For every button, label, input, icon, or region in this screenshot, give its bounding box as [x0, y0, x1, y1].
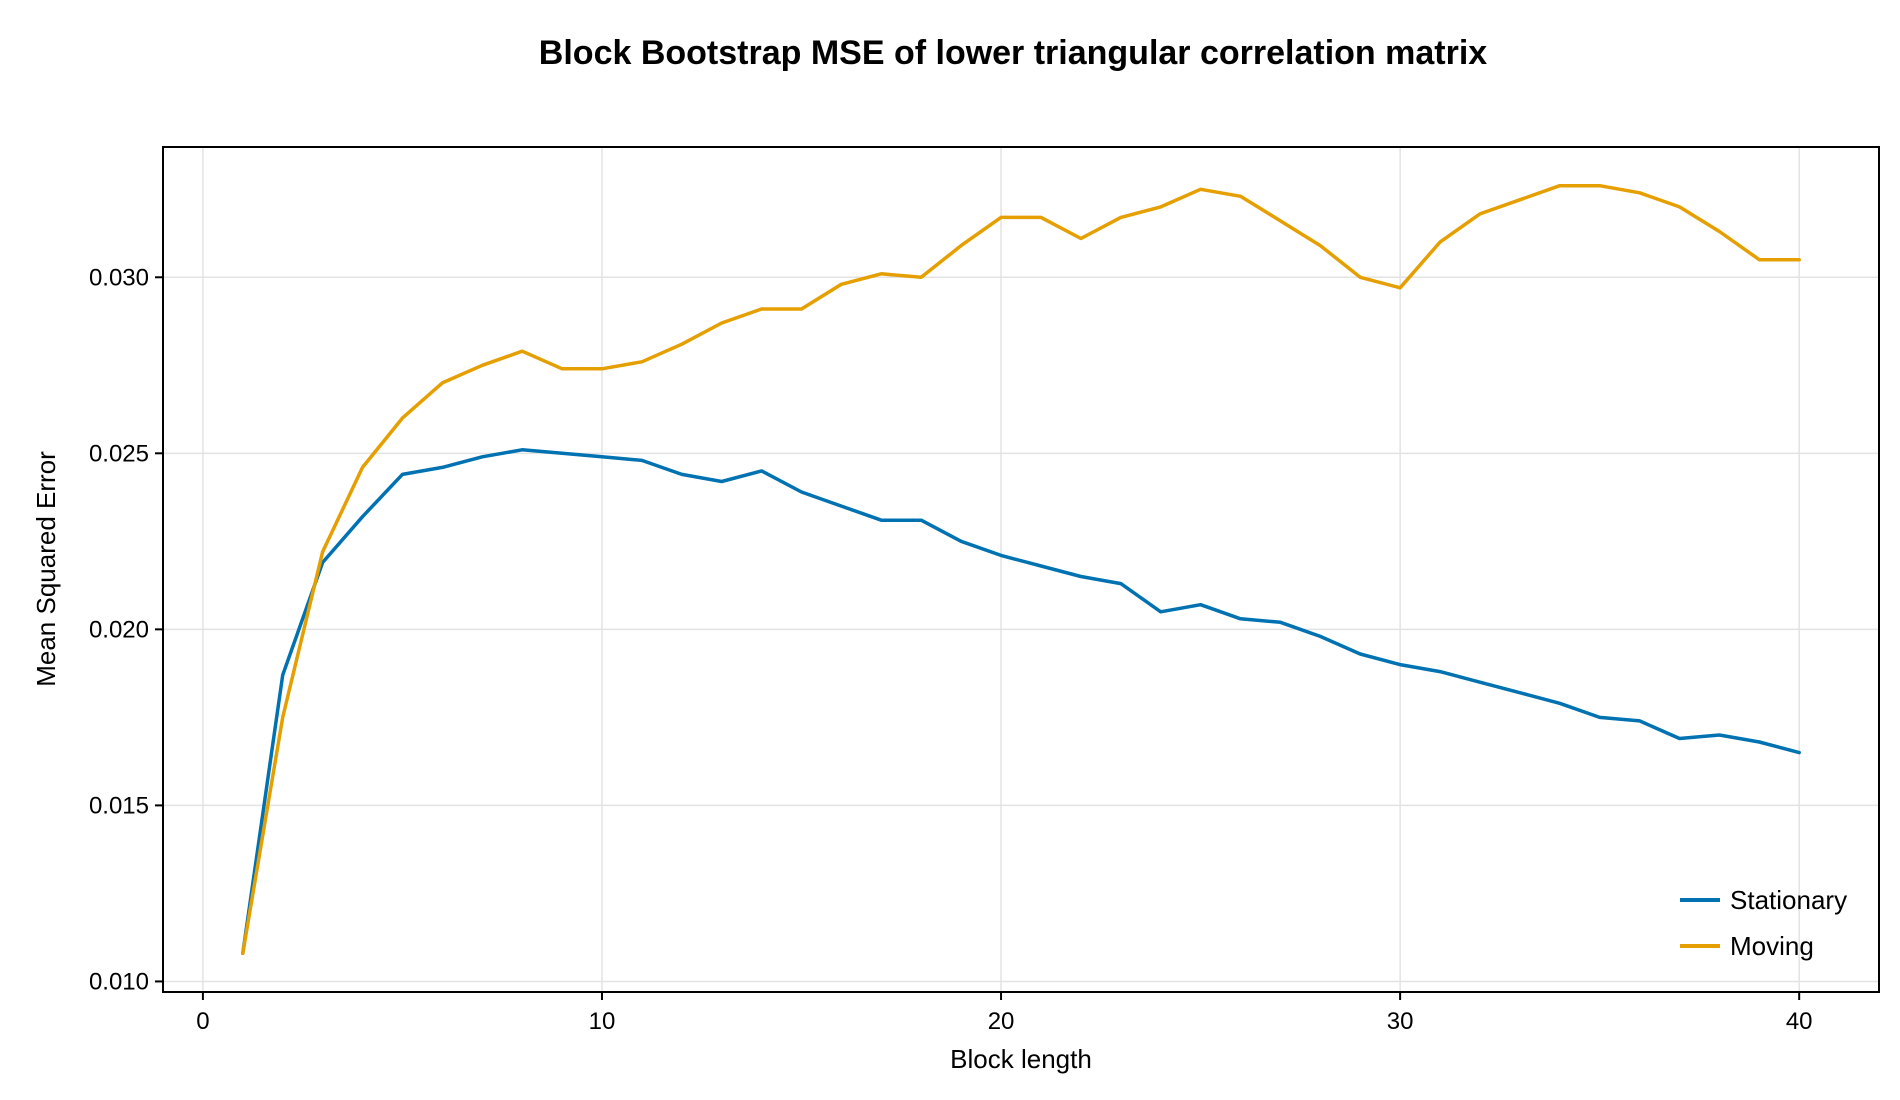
y-tick-label: 0.010: [89, 968, 149, 995]
x-axis: 0 10 20 30 40: [196, 992, 1813, 1035]
chart-title: Block Bootstrap MSE of lower triangular …: [539, 34, 1487, 72]
legend: Stationary Moving: [1680, 885, 1847, 961]
y-tick-label: 0.030: [89, 264, 149, 291]
y-tick-label: 0.025: [89, 440, 149, 467]
y-tick-label: 0.015: [89, 792, 149, 819]
x-tick-label: 0: [196, 1008, 209, 1035]
y-axis: 0.010 0.015 0.020 0.025 0.030: [89, 264, 163, 995]
grid: [163, 147, 1879, 992]
x-tick-label: 20: [988, 1008, 1015, 1035]
legend-label-moving: Moving: [1730, 931, 1814, 961]
y-tick-label: 0.020: [89, 616, 149, 643]
y-axis-label: Mean Squared Error: [31, 451, 61, 687]
x-tick-label: 40: [1786, 1008, 1813, 1035]
x-tick-label: 30: [1387, 1008, 1414, 1035]
series-line-stationary: [241, 448, 1801, 956]
legend-label-stationary: Stationary: [1730, 885, 1847, 915]
series-group: [241, 183, 1801, 956]
x-tick-label: 10: [589, 1008, 616, 1035]
plot-frame: [162, 146, 1880, 993]
series-line-moving: [241, 183, 1801, 956]
x-axis-label: Block length: [950, 1044, 1092, 1074]
